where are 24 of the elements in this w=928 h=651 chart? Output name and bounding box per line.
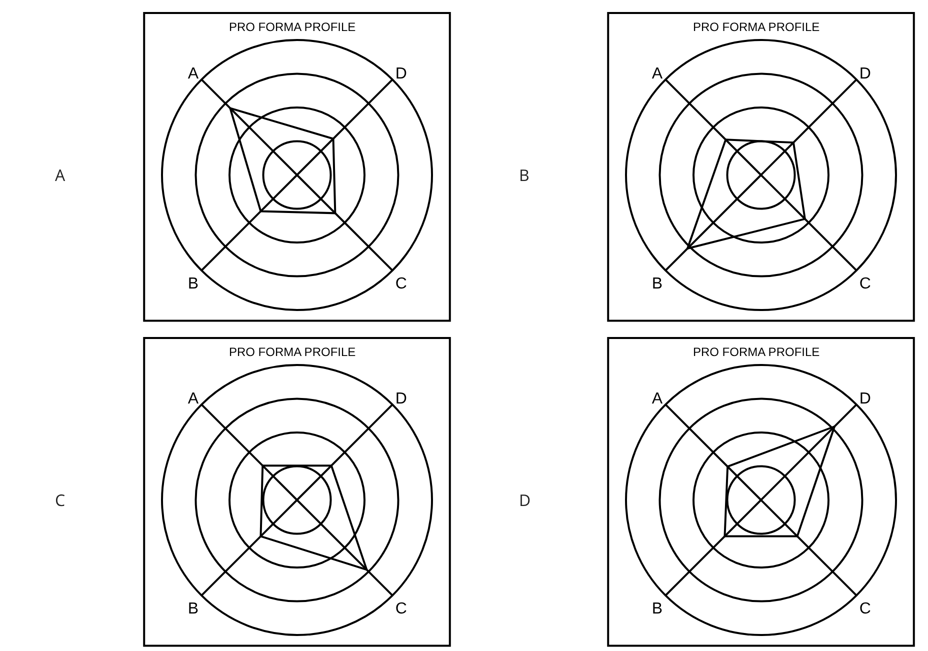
spoke-label: C bbox=[395, 276, 407, 293]
spoke-label: D bbox=[395, 390, 407, 408]
spoke-label: C bbox=[395, 600, 407, 618]
text: C bbox=[55, 489, 66, 511]
chart-title: PRO FORMA PROFILE bbox=[692, 20, 820, 34]
spoke-label: B bbox=[652, 276, 663, 293]
spoke-label: A bbox=[652, 390, 663, 408]
spoke-label: B bbox=[652, 600, 663, 618]
spoke-label: D bbox=[859, 390, 871, 408]
spoke-label: D bbox=[859, 65, 871, 82]
spoke-label: A bbox=[188, 65, 199, 82]
spoke-label: D bbox=[395, 65, 407, 82]
spoke-label: C bbox=[859, 600, 871, 618]
spoke-label: A bbox=[188, 390, 199, 408]
text: A bbox=[55, 164, 66, 186]
text: D bbox=[519, 489, 531, 511]
spoke-label: B bbox=[188, 600, 199, 618]
chart-title: PRO FORMA PROFILE bbox=[228, 20, 356, 34]
spoke-label: C bbox=[859, 276, 871, 293]
spoke-label: A bbox=[652, 65, 663, 82]
chart-title: PRO FORMA PROFILE bbox=[692, 345, 820, 360]
text: B bbox=[519, 164, 530, 186]
spoke-label: B bbox=[188, 276, 199, 293]
chart-title: PRO FORMA PROFILE bbox=[228, 345, 356, 360]
